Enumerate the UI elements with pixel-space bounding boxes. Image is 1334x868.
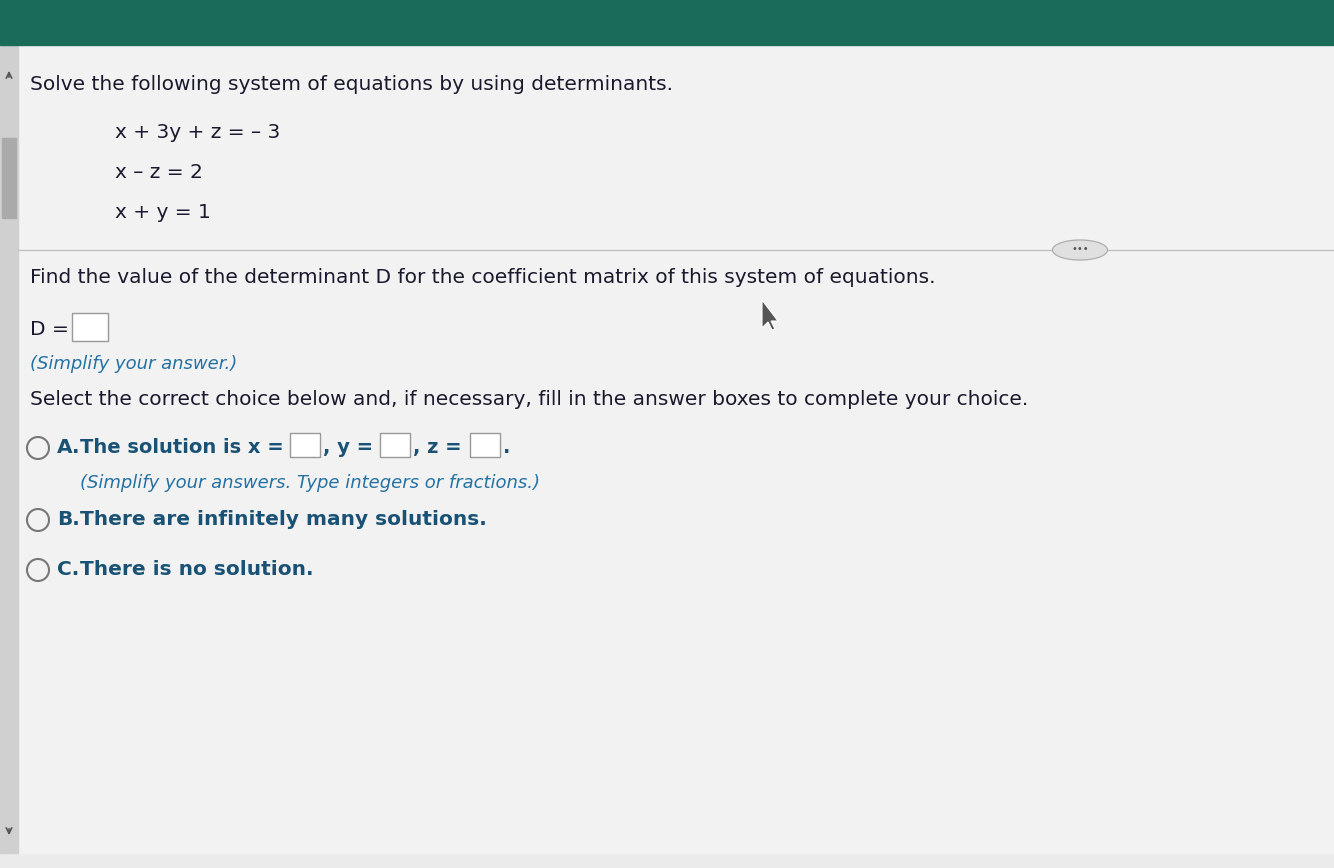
Text: , z =: , z = xyxy=(414,438,462,457)
Polygon shape xyxy=(762,300,778,330)
Ellipse shape xyxy=(1053,240,1107,260)
FancyBboxPatch shape xyxy=(470,433,500,457)
Text: D =: D = xyxy=(29,320,75,339)
Text: x + y = 1: x + y = 1 xyxy=(115,203,211,222)
FancyBboxPatch shape xyxy=(289,433,320,457)
Text: x + 3y + z = – 3: x + 3y + z = – 3 xyxy=(115,123,280,142)
Text: B.: B. xyxy=(57,510,80,529)
Bar xyxy=(0,0,1334,45)
Text: There are infinitely many solutions.: There are infinitely many solutions. xyxy=(80,510,487,529)
FancyBboxPatch shape xyxy=(72,313,108,341)
Bar xyxy=(0,45,17,853)
Text: .: . xyxy=(503,438,511,457)
FancyBboxPatch shape xyxy=(380,433,410,457)
Text: Solve the following system of equations by using determinants.: Solve the following system of equations … xyxy=(29,75,672,94)
Bar xyxy=(1,138,16,218)
Text: There is no solution.: There is no solution. xyxy=(80,560,313,579)
Text: Select the correct choice below and, if necessary, fill in the answer boxes to c: Select the correct choice below and, if … xyxy=(29,390,1029,409)
Text: (Simplify your answers. Type integers or fractions.): (Simplify your answers. Type integers or… xyxy=(80,474,540,492)
Text: A.: A. xyxy=(57,438,80,457)
Text: •••: ••• xyxy=(1071,244,1089,254)
Text: (Simplify your answer.): (Simplify your answer.) xyxy=(29,355,237,373)
Text: C.: C. xyxy=(57,560,79,579)
Text: x – z = 2: x – z = 2 xyxy=(115,163,203,182)
Text: , y =: , y = xyxy=(323,438,374,457)
Text: Find the value of the determinant D for the coefficient matrix of this system of: Find the value of the determinant D for … xyxy=(29,268,935,287)
Text: The solution is x =: The solution is x = xyxy=(80,438,284,457)
